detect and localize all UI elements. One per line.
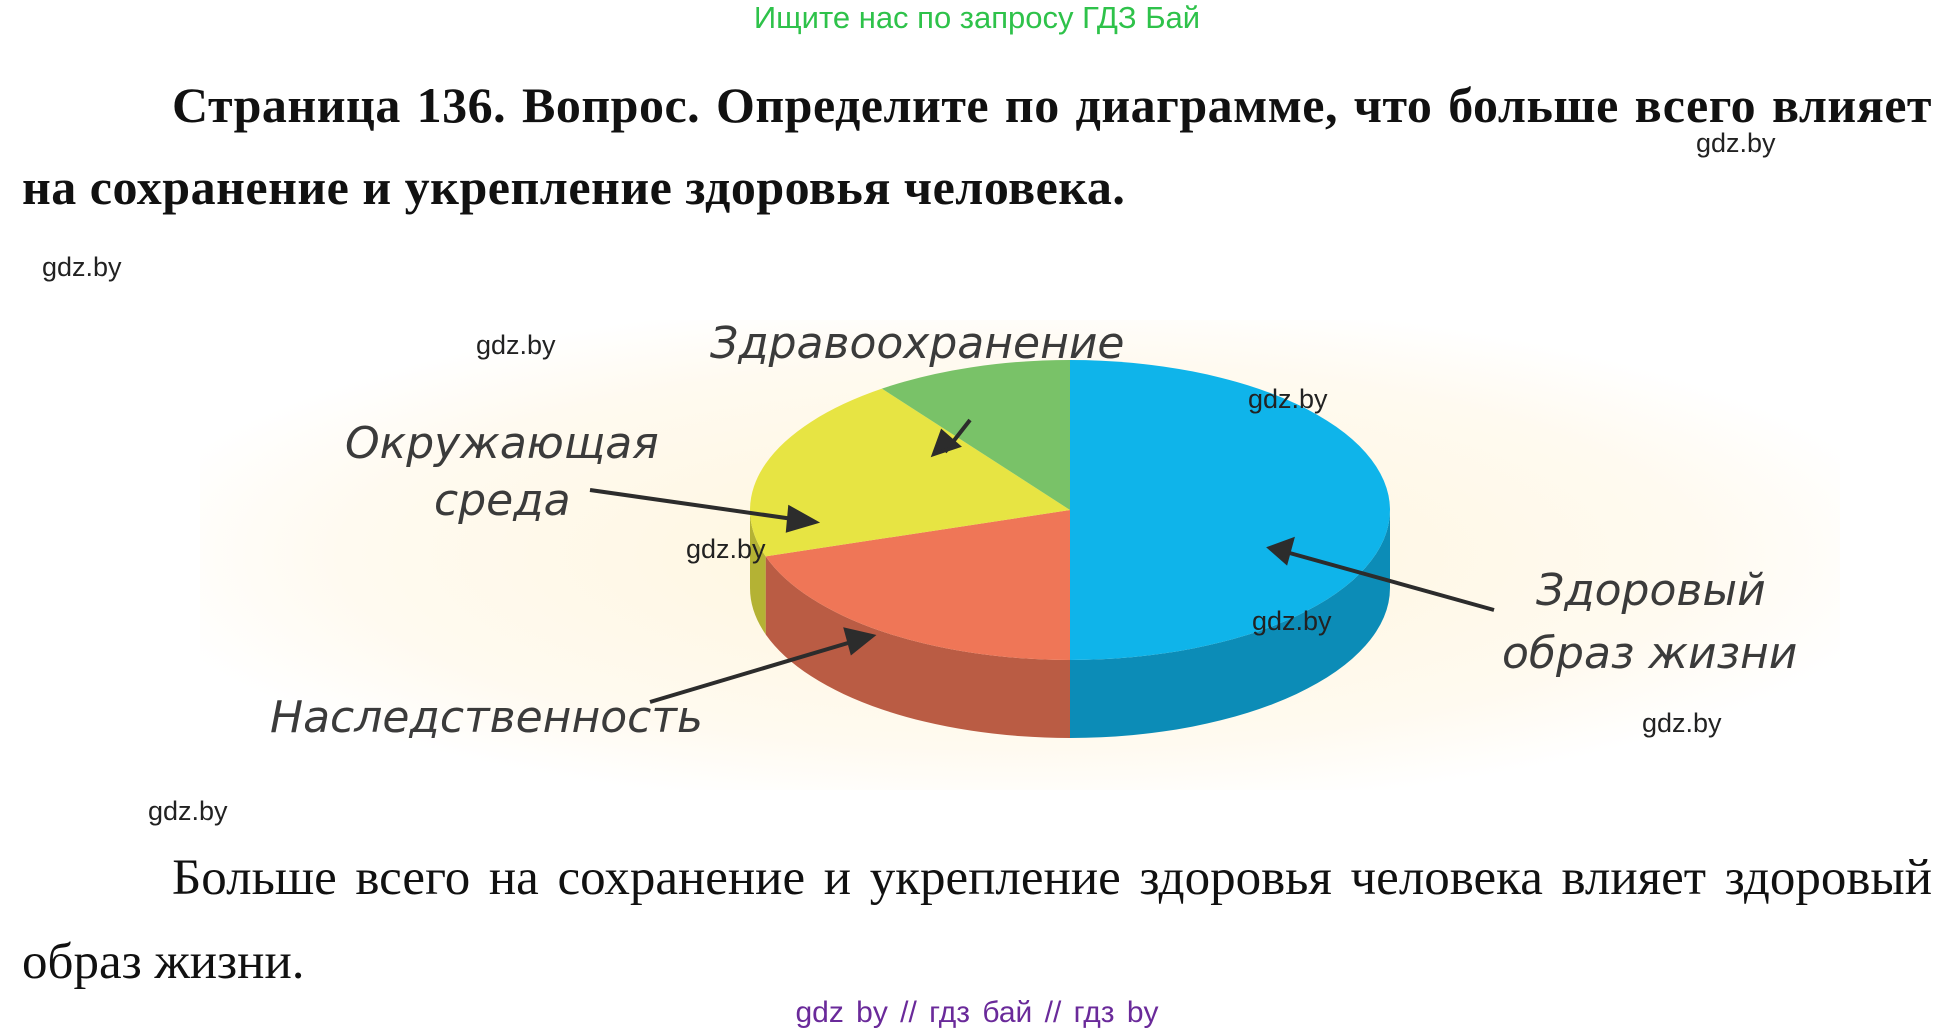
watermark: gdz.by <box>1696 128 1776 158</box>
arrowhead <box>843 627 877 656</box>
search-banner: Ищите нас по запросу ГДЗ Бай <box>753 0 1201 35</box>
label-lifestyle-line1: Здоровый <box>1536 565 1766 616</box>
arrow-environment <box>589 488 801 522</box>
watermark: gdz.by <box>1248 384 1328 414</box>
arrowhead <box>785 504 821 533</box>
arrow-lifestyle <box>1285 550 1495 612</box>
pie-side-Наследственность <box>765 556 1070 738</box>
arrow-heredity <box>649 638 859 704</box>
pie-slice-Здоровый образ жизни <box>1070 360 1390 660</box>
pie-slice-Окружающая среда <box>749 388 1070 557</box>
label-lifestyle-line2: образ жизни <box>1502 628 1797 679</box>
pie-slice-Наследственность <box>765 510 1070 660</box>
pie-side-Окружающая среда <box>750 510 766 635</box>
pie-chart: Здравоохранение Окружающая среда Здоровы… <box>200 318 1840 790</box>
label-heredity: Наследственность <box>270 692 703 743</box>
arrowhead <box>1266 536 1295 566</box>
pie-3d-sides <box>750 510 1390 738</box>
pie-slices <box>749 360 1390 660</box>
watermark: gdz.by <box>1252 606 1332 636</box>
pie-side-Здоровый образ жизни <box>1070 510 1390 738</box>
label-environment-line2: среда <box>434 475 571 526</box>
watermark: gdz.by <box>476 330 556 360</box>
watermark: gdz.by <box>42 252 122 282</box>
watermark: gdz.by <box>148 796 228 826</box>
question-title: Страница 136. Вопрос. Определите по диаг… <box>22 77 1932 215</box>
label-healthcare: Здравоохранение <box>710 318 1125 369</box>
watermark: gdz.by <box>1642 708 1722 738</box>
footer-watermark: gdz by // гдз бай // гдз by <box>795 996 1159 1029</box>
pie-slice-Здравоохранение <box>881 360 1070 510</box>
watermark: gdz.by <box>686 534 766 564</box>
label-environment-line1: Окружающая <box>345 418 659 469</box>
arrowhead <box>930 428 962 458</box>
answer-text: Больше всего на сохранение и укрепление … <box>22 850 1932 990</box>
chart-arrows <box>589 418 1495 704</box>
